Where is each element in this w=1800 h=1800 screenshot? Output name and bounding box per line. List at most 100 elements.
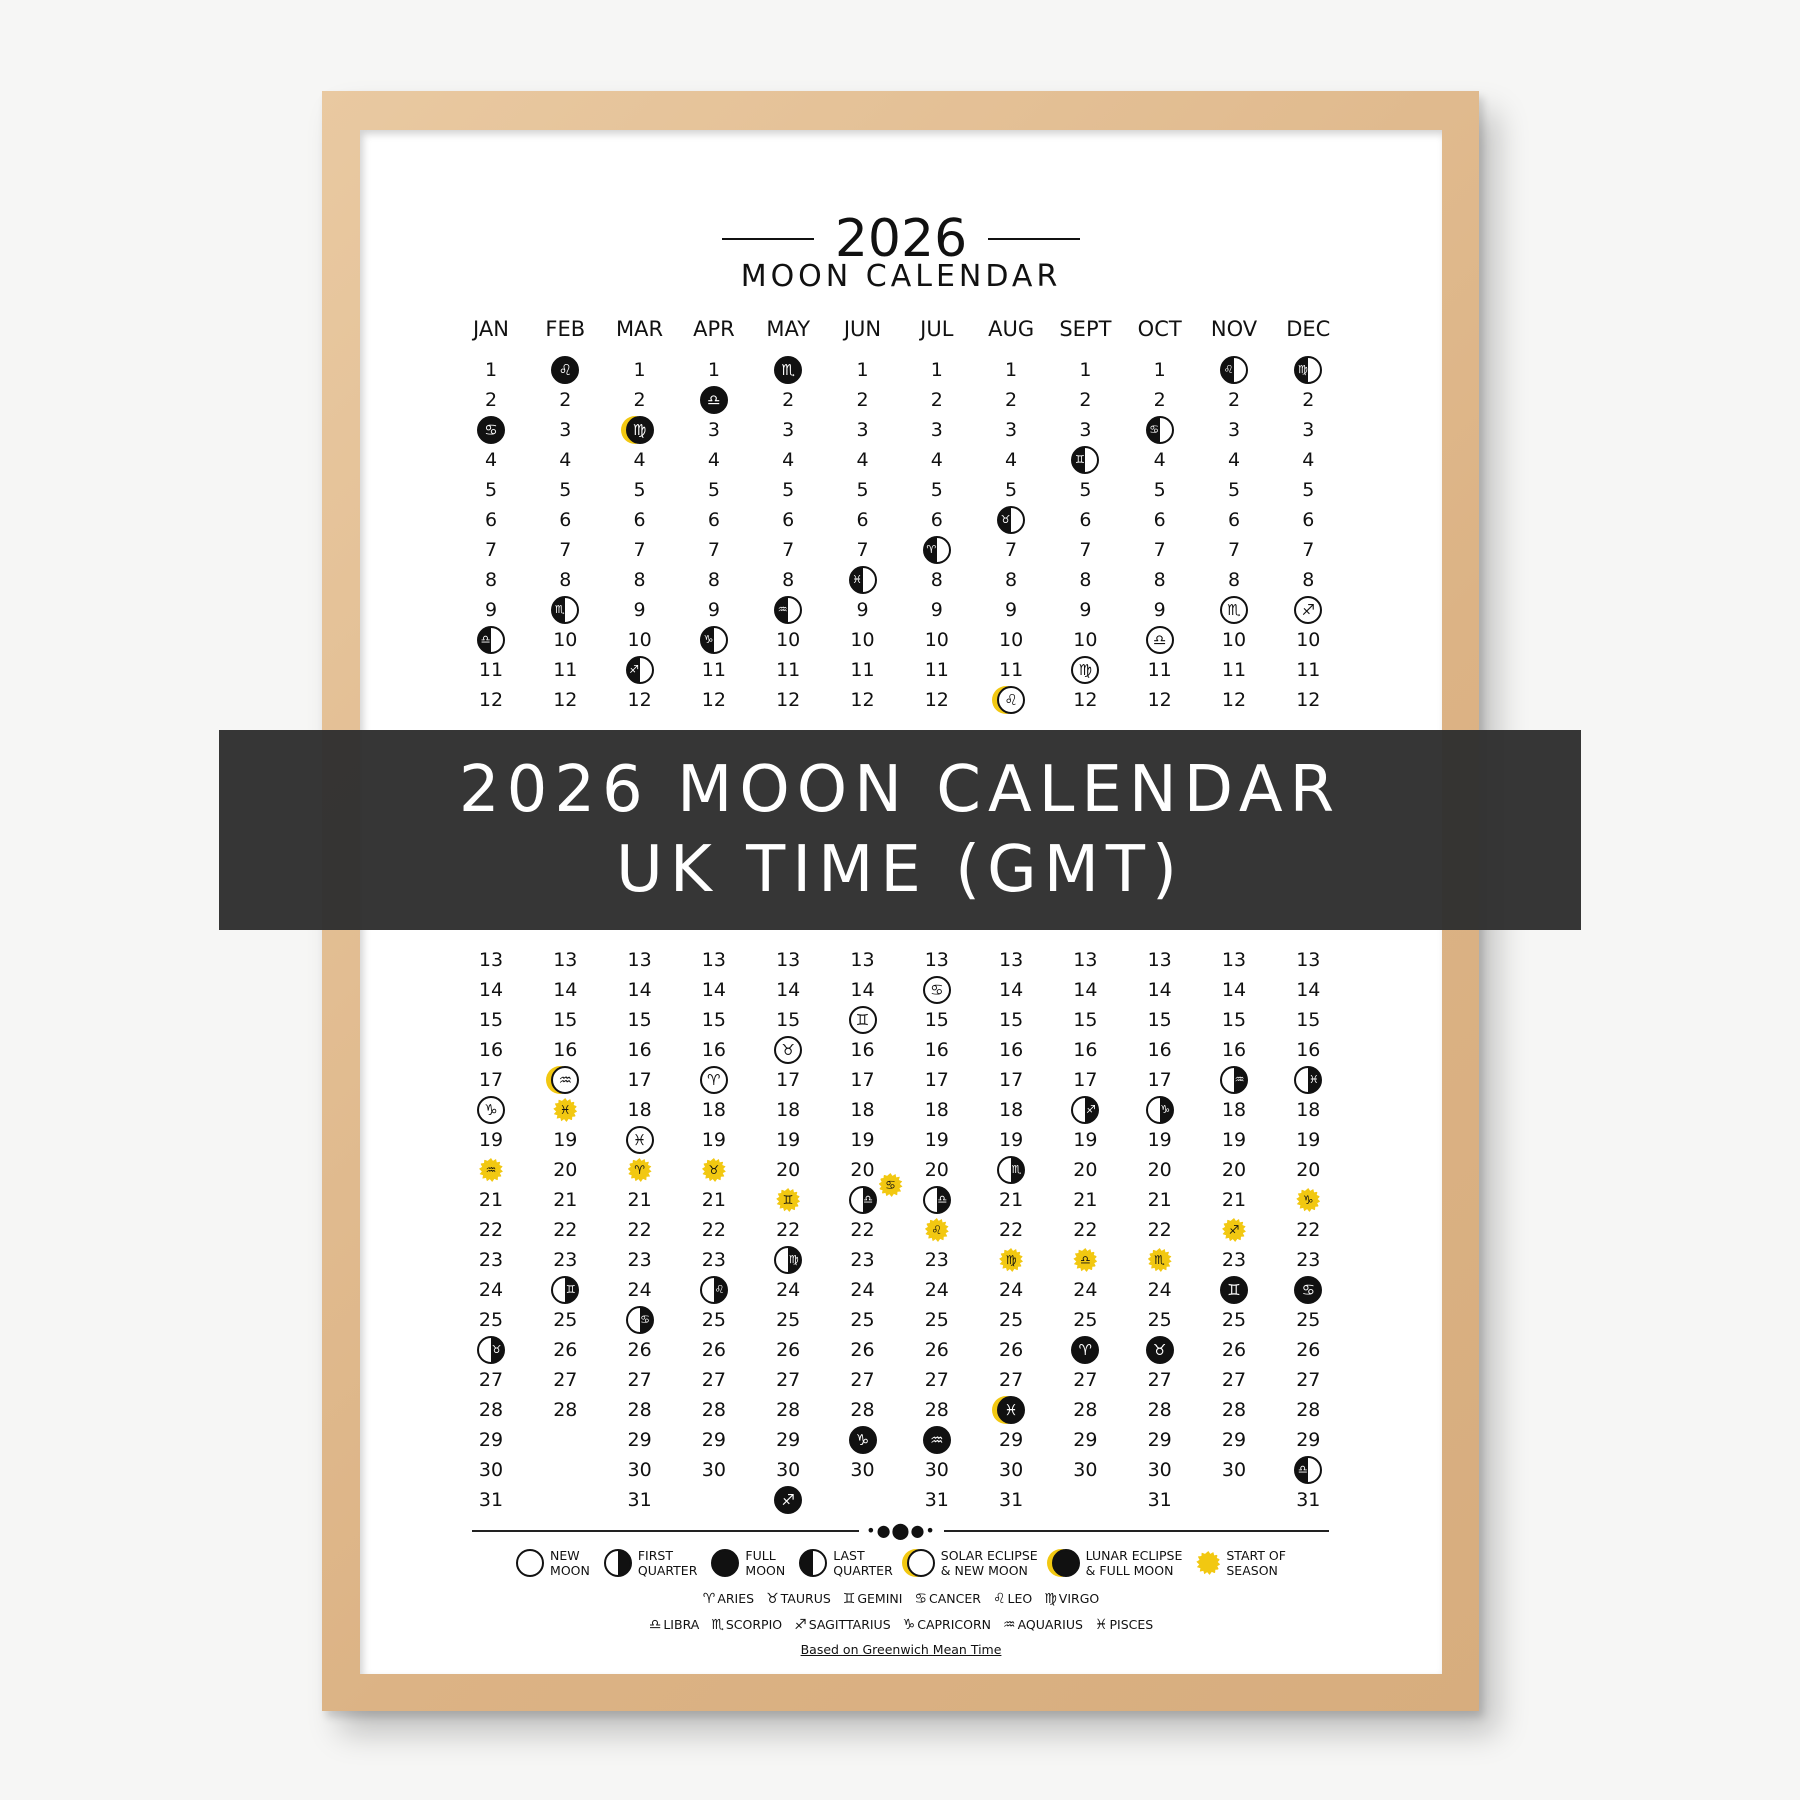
day-cell-aug-30: 30 <box>999 1459 1024 1481</box>
zodiac-legend-sagittarius: ♐︎ SAGITTARIUS <box>794 1616 891 1634</box>
full-moon-aries-icon: ♈︎ <box>1071 1336 1100 1364</box>
full-moon-leo-icon: ♌︎ <box>551 356 580 384</box>
day-cell-jan-31: 31 <box>478 1489 504 1511</box>
day-cell-sept-18: ♐︎ <box>1065 1095 1105 1125</box>
month-header-aug: AUG <box>988 317 1035 341</box>
day-cell-sept-27: 27 <box>1073 1369 1098 1391</box>
zodiac-legend-row-1: ♈︎ ARIES ♉︎ TAURUS ♊︎ GEMINI ♋︎ CANCER ♌︎ LEO ♍︎ VI… <box>360 1590 1442 1608</box>
day-cell-mar-7: 7 <box>633 539 646 561</box>
day-cell-apr-5: 5 <box>707 479 720 501</box>
season-moon-libra-icon: ♎︎ <box>1073 1248 1098 1272</box>
day-cell-sept-30: 30 <box>1073 1459 1098 1481</box>
pisces-icon: ♓︎ <box>1094 1617 1108 1633</box>
day-cell-mar-15: 15 <box>627 1009 652 1031</box>
new-moon-taurus-icon: ♉︎ <box>774 1036 803 1064</box>
day-cell-apr-7: 7 <box>707 539 720 561</box>
day-cell-feb-16: 16 <box>553 1039 578 1061</box>
day-cell-jul-25: 25 <box>924 1309 949 1331</box>
day-cell-jan-30: 30 <box>478 1459 504 1481</box>
zodiac-label: ARIES <box>717 1591 755 1606</box>
day-cell-nov-11: 11 <box>1221 659 1247 681</box>
day-cell-aug-24: 24 <box>999 1279 1024 1301</box>
day-cell-jan-5: 5 <box>484 479 498 501</box>
last-moon-sagittarius-icon: ♐︎ <box>625 656 654 684</box>
season-moon-taurus-icon: ♉︎ <box>701 1158 726 1182</box>
day-cell-oct-27: 27 <box>1147 1369 1172 1391</box>
day-cell-jul-19: 19 <box>924 1129 949 1151</box>
legend-item-first: FIRST QUARTER <box>603 1548 697 1578</box>
day-cell-may-16: ♉︎ <box>768 1035 808 1065</box>
day-cell-feb-28: 28 <box>553 1399 578 1421</box>
month-header-dec: DEC <box>1286 317 1331 341</box>
first-moon-libra-icon: ♎︎ <box>922 1186 951 1214</box>
day-cell-jan-18: ♑︎ <box>471 1095 511 1125</box>
legend-item-full: FULL MOON <box>711 1548 785 1578</box>
day-cell-aug-31: 31 <box>999 1489 1024 1511</box>
day-cell-oct-13: 13 <box>1147 949 1172 971</box>
day-cell-jun-11: 11 <box>850 659 875 681</box>
day-cell-oct-23: ♏︎ <box>1140 1245 1180 1275</box>
day-cell-aug-8: 8 <box>1005 569 1018 591</box>
day-cell-mar-12: 12 <box>627 689 652 711</box>
month-header-may: MAY <box>766 317 811 341</box>
day-cell-jul-23: 23 <box>924 1249 949 1271</box>
day-cell-dec-30: ♎︎ <box>1288 1455 1328 1485</box>
new-moon-libra-icon: ♎︎ <box>1145 626 1174 654</box>
legend-item-season: START OF SEASON <box>1196 1548 1286 1578</box>
month-header-nov: NOV <box>1210 317 1258 341</box>
day-cell-may-27: 27 <box>776 1369 801 1391</box>
day-cell-may-18: 18 <box>776 1099 801 1121</box>
legend-label: NEW MOON <box>550 1548 590 1578</box>
new-moon-pisces-icon: ♓︎ <box>625 1126 654 1154</box>
new-moon-virgo-icon: ♍︎ <box>1071 656 1100 684</box>
day-cell-jul-30: 30 <box>924 1459 949 1481</box>
day-cell-jan-16: 16 <box>478 1039 504 1061</box>
day-cell-jan-1: 1 <box>484 359 498 381</box>
first-moon-aquarius-icon: ♒︎ <box>1220 1066 1248 1094</box>
day-cell-sept-9: 9 <box>1079 599 1092 621</box>
zodiac-legend-row-2: ♎︎ LIBRA ♏︎ SCORPIO ♐︎ SAGITTARIUS ♑︎ CAPRICORN… <box>360 1616 1442 1634</box>
day-cell-apr-16: 16 <box>701 1039 726 1061</box>
day-cell-may-26: 26 <box>776 1339 801 1361</box>
day-cell-dec-19: 19 <box>1296 1129 1321 1151</box>
day-cell-oct-2: 2 <box>1153 389 1166 411</box>
day-cell-apr-10: ♑︎ <box>694 625 734 655</box>
day-cell-nov-18: 18 <box>1221 1099 1247 1121</box>
day-cell-feb-7: 7 <box>559 539 572 561</box>
new-moon-capricorn-icon: ♑︎ <box>477 1096 505 1124</box>
day-cell-aug-21: 21 <box>999 1189 1024 1211</box>
day-cell-mar-10: 10 <box>627 629 652 651</box>
day-cell-dec-27: 27 <box>1296 1369 1321 1391</box>
day-cell-jun-18: 18 <box>850 1099 875 1121</box>
day-cell-dec-7: 7 <box>1302 539 1315 561</box>
day-cell-nov-1: ♌︎ <box>1214 355 1254 385</box>
new-moon-gemini-icon: ♊︎ <box>848 1006 877 1034</box>
day-cell-apr-29: 29 <box>701 1429 726 1451</box>
leo-icon: ♌︎ <box>992 1591 1006 1607</box>
zodiac-legend-aries: ♈︎ ARIES <box>703 1590 754 1608</box>
day-cell-feb-24: ♊︎ <box>545 1275 585 1305</box>
day-cell-aug-20: ♏︎ <box>991 1155 1031 1185</box>
day-cell-jul-7: ♈︎ <box>917 535 957 565</box>
day-cell-dec-8: 8 <box>1302 569 1315 591</box>
day-cell-feb-15: 15 <box>553 1009 578 1031</box>
last-moon-gemini-icon: ♊︎ <box>1071 446 1100 474</box>
day-cell-aug-4: 4 <box>1005 449 1018 471</box>
day-cell-may-3: 3 <box>782 419 795 441</box>
legend-item-solar: SOLAR ECLIPSE & NEW MOON <box>906 1548 1038 1578</box>
day-cell-aug-10: 10 <box>999 629 1024 651</box>
phase-legend: NEW MOON FIRST QUARTER FULL MOON LAST QUART… <box>360 1548 1442 1578</box>
last-moon-virgo-icon: ♍︎ <box>1294 356 1323 384</box>
day-cell-jul-29: ♒︎ <box>917 1425 957 1455</box>
day-cell-feb-26: 26 <box>553 1339 578 1361</box>
day-cell-jun-21: ♎︎ ♋︎ <box>843 1173 903 1215</box>
zodiac-label: SAGITTARIUS <box>808 1617 891 1632</box>
zodiac-legend-scorpio: ♏︎ SCORPIO <box>711 1616 782 1634</box>
day-cell-mar-2: 2 <box>633 389 646 411</box>
day-cell-jun-14: 14 <box>850 979 875 1001</box>
day-cell-aug-23: ♍︎ <box>991 1245 1031 1275</box>
day-cell-dec-23: 23 <box>1296 1249 1321 1271</box>
day-cell-jun-9: 9 <box>856 599 869 621</box>
day-cell-oct-6: 6 <box>1153 509 1166 531</box>
new-moon-cancer-icon: ♋︎ <box>922 976 951 1004</box>
